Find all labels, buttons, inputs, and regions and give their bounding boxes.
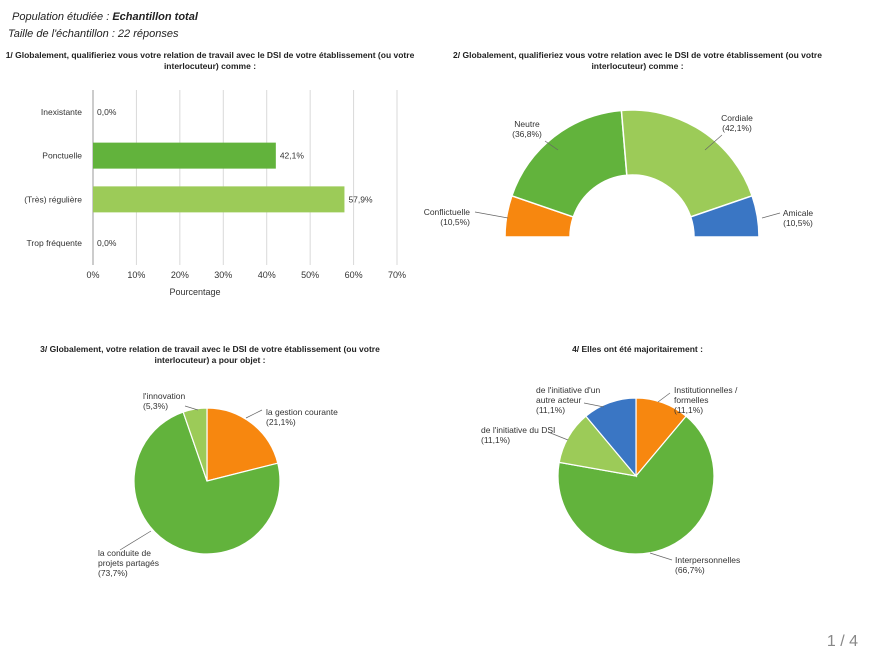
q3-leader-line xyxy=(184,405,199,411)
q1-x-tick-label: 10% xyxy=(127,270,145,280)
q1-x-tick-label: 40% xyxy=(258,270,276,280)
q1-x-tick-label: 30% xyxy=(214,270,232,280)
q3-leader-line xyxy=(119,530,152,551)
sample-size-header: Taille de l'échantillon : 22 réponses xyxy=(8,28,179,40)
q1-x-tick-label: 20% xyxy=(171,270,189,280)
q4-slice-label: Interpersonnelles (66,7%) xyxy=(675,555,740,575)
q3-slice xyxy=(133,411,281,555)
q4-leader-line xyxy=(657,392,671,403)
q1-bar xyxy=(93,142,276,169)
q4-slice-label: de l'initiative du DSI (11,1%) xyxy=(481,425,555,445)
q2-slice xyxy=(689,194,760,238)
chart3-title: 3/ Globalement, votre relation de travai… xyxy=(40,344,380,365)
q3-leader-line xyxy=(245,409,263,419)
q1-x-tick-label: 0% xyxy=(86,270,99,280)
q1-value-label: 0,0% xyxy=(97,238,117,248)
q3-slice xyxy=(206,407,279,482)
q1-value-label: 57,9% xyxy=(348,194,373,204)
q4-slice xyxy=(585,397,637,478)
chart4-title: 4/ Elles ont été majoritairement : xyxy=(572,344,703,354)
page-number: 1 / 4 xyxy=(826,633,858,650)
q2-slice-label: Cordiale (42,1%) xyxy=(721,113,753,133)
q4-leader-line xyxy=(583,402,605,408)
q1-category-label: Trop fréquente xyxy=(27,238,83,248)
population-value: Echantillon total xyxy=(112,11,198,23)
q4-slice xyxy=(557,415,715,555)
q2-leader-line xyxy=(474,211,509,219)
population-header: Population étudiée : Echantillon total xyxy=(12,11,198,23)
q1-x-tick-label: 50% xyxy=(301,270,319,280)
q4-slice-label: de l'initiative d'un autre acteur (11,1%) xyxy=(536,385,600,415)
q2-slice-label: Amicale (10,5%) xyxy=(783,208,814,228)
q2-slice xyxy=(510,109,628,218)
chart2-title: 2/ Globalement, qualifieriez vous votre … xyxy=(453,50,822,71)
q1-x-tick-label: 60% xyxy=(345,270,363,280)
q2-leader-line xyxy=(544,140,559,151)
population-label: Population étudiée : xyxy=(12,11,113,23)
q1-category-label: (Très) régulière xyxy=(24,194,82,204)
q3-slice-label: la conduite de projets partagés (73,7%) xyxy=(98,548,159,578)
q3-slice-label: la gestion courante (21,1%) xyxy=(266,407,338,427)
q1-x-tick-label: 70% xyxy=(388,270,406,280)
q1-value-label: 0,0% xyxy=(97,107,117,117)
q4-slice-label: Institutionnelles / formelles (11,1%) xyxy=(674,385,738,415)
q1-value-label: 42,1% xyxy=(280,151,305,161)
q2-leader-line xyxy=(761,212,781,219)
q4-leader-line xyxy=(649,552,673,561)
q3-slice-label: l'innovation (5,3%) xyxy=(143,391,186,411)
q2-slice xyxy=(620,109,754,218)
q1-bar xyxy=(93,186,345,213)
q1-category-label: Inexistante xyxy=(41,107,82,117)
q2-slice-label: Conflictuelle (10,5%) xyxy=(424,207,471,227)
q1-x-axis-title: Pourcentage xyxy=(169,287,220,297)
q4-leader-line xyxy=(547,431,569,441)
q1-category-label: Ponctuelle xyxy=(42,151,82,161)
q2-slice-label: Neutre (36,8%) xyxy=(512,119,542,139)
chart1-title: 1/ Globalement, qualifieriez vous votre … xyxy=(5,50,415,71)
q2-leader-line xyxy=(704,134,723,151)
